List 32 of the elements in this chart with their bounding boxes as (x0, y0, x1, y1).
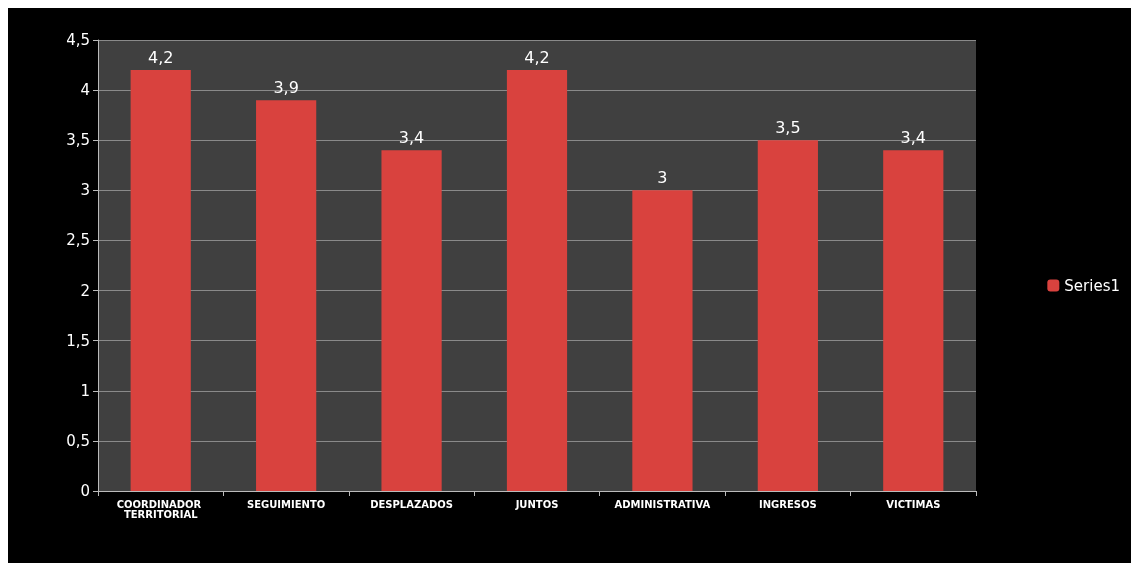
y-tick-label: 1,5 (66, 331, 90, 350)
x-tick-label: JUNTOS (514, 498, 559, 510)
bar (632, 190, 693, 491)
y-tick-label: 2 (80, 281, 90, 300)
bar (381, 150, 442, 491)
x-tick-label: ADMINISTRATIVA (614, 498, 711, 510)
x-tick-label: COORDINADOR TERRITORIAL (116, 498, 205, 520)
y-tick-label: 3,5 (66, 131, 90, 150)
data-label: 3,4 (398, 127, 425, 147)
y-tick-label: 3 (80, 181, 90, 200)
bar (883, 150, 944, 491)
y-tick-label: 4 (80, 81, 90, 100)
y-tick-label: 2,5 (66, 231, 90, 250)
data-label: 3,9 (273, 77, 299, 97)
data-label: 3,5 (775, 117, 801, 137)
data-label: 3,4 (900, 127, 927, 147)
bar (506, 70, 568, 491)
bar (757, 140, 818, 491)
bar (130, 70, 191, 491)
data-label: 4,2 (524, 47, 550, 67)
y-tick-label: 0,5 (66, 431, 90, 450)
data-label: 4,2 (147, 47, 174, 67)
y-tick-label: 4,5 (66, 31, 90, 49)
x-tick-label: SEGUIMIENTO (247, 498, 326, 510)
legend-label: Series1 (1064, 276, 1120, 295)
x-tick-label: VICTIMAS (886, 498, 941, 510)
y-tick-label: 0 (80, 482, 90, 500)
bar (256, 100, 317, 491)
x-tick-label: INGRESOS (758, 498, 817, 510)
data-label: 3 (657, 167, 668, 187)
x-tick-label: DESPLAZADOS (370, 498, 453, 510)
y-tick-label: 1 (80, 381, 90, 400)
